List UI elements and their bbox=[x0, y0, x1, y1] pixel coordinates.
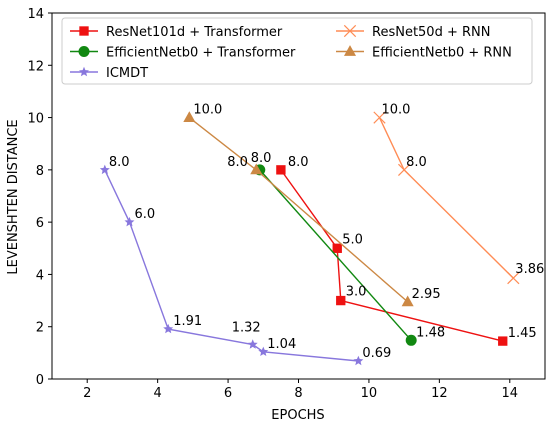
legend-label: EfficientNetb0 + Transformer bbox=[106, 46, 296, 61]
series-line bbox=[188, 117, 409, 303]
circle-marker bbox=[78, 46, 90, 57]
x-tick-label: 12 bbox=[431, 386, 448, 401]
square-marker bbox=[276, 165, 286, 175]
square-marker bbox=[498, 336, 508, 346]
triangle-marker bbox=[343, 45, 357, 56]
data-label: 10.0 bbox=[193, 103, 222, 118]
star-marker bbox=[353, 355, 364, 366]
x-marker-stroke bbox=[398, 163, 411, 176]
legend-label: ResNet101d + Transformer bbox=[106, 25, 283, 40]
series-line bbox=[259, 169, 412, 341]
legend-entry: ResNet50d + RNN bbox=[336, 24, 490, 40]
series-0 bbox=[276, 165, 508, 346]
x-tick-label: 10 bbox=[361, 386, 378, 401]
data-label: 10.0 bbox=[381, 103, 410, 118]
star-marker bbox=[247, 339, 258, 349]
data-label: 3.86 bbox=[515, 262, 544, 277]
legend-entry: EfficientNetb0 + Transformer bbox=[70, 46, 296, 61]
y-tick-label: 2 bbox=[36, 321, 44, 336]
series-2 bbox=[99, 164, 364, 366]
x-marker bbox=[343, 24, 357, 38]
legend-entry: ICMDT bbox=[70, 66, 148, 81]
star-marker bbox=[258, 346, 269, 357]
y-axis-title: LEVENSHTEN DISTANCE bbox=[6, 119, 21, 274]
triangle-marker bbox=[183, 111, 196, 122]
star-marker bbox=[99, 164, 110, 175]
data-label: 8.0 bbox=[109, 155, 130, 170]
circle-marker bbox=[405, 334, 417, 346]
data-label: 2.95 bbox=[412, 287, 441, 302]
data-label: 1.32 bbox=[232, 320, 261, 335]
data-label: 1.04 bbox=[267, 337, 296, 352]
data-label: 8.0 bbox=[227, 155, 248, 170]
star-marker bbox=[124, 216, 135, 227]
series-1 bbox=[254, 164, 417, 346]
triangle-marker bbox=[250, 163, 263, 175]
x-marker-stroke bbox=[343, 24, 357, 38]
legend-box bbox=[61, 17, 533, 85]
star-marker bbox=[79, 66, 89, 77]
x-marker-stroke bbox=[507, 271, 520, 285]
y-tick-label: 10 bbox=[27, 112, 44, 127]
y-tick-label: 14 bbox=[27, 7, 44, 22]
series-line bbox=[280, 169, 503, 342]
data-label: 8.0 bbox=[406, 155, 427, 170]
data-label: 8.0 bbox=[251, 151, 272, 166]
square-marker bbox=[79, 26, 89, 36]
x-axis-title: EPOCHS bbox=[271, 408, 324, 423]
series-3 bbox=[373, 111, 520, 285]
series-line bbox=[378, 117, 514, 279]
x-marker bbox=[398, 163, 411, 176]
x-marker bbox=[373, 111, 386, 124]
axes: 2 4 6 8 10 12 14 0 2 4 6 8 10 12 14 bbox=[27, 7, 546, 401]
data-label: 1.48 bbox=[416, 325, 445, 340]
data-label: 0.69 bbox=[362, 346, 391, 361]
legend-label: ICMDT bbox=[106, 66, 148, 81]
y-tick-label: 8 bbox=[36, 164, 44, 179]
legend-entry: ResNet101d + Transformer bbox=[70, 25, 283, 40]
data-label: 6.0 bbox=[134, 207, 155, 222]
series-4 bbox=[183, 111, 414, 307]
series-line bbox=[104, 169, 359, 362]
triangle-marker bbox=[401, 295, 414, 307]
y-tick-label: 6 bbox=[36, 216, 44, 231]
x-tick-label: 2 bbox=[83, 386, 91, 401]
y-tick-label: 0 bbox=[36, 373, 44, 388]
star-marker bbox=[163, 323, 174, 334]
legend-label: EfficientNetb0 + RNN bbox=[372, 46, 512, 61]
legend-entry: EfficientNetb0 + RNN bbox=[336, 45, 512, 61]
square-marker bbox=[332, 243, 342, 253]
data-label: 1.91 bbox=[173, 314, 202, 329]
x-tick-label: 8 bbox=[294, 386, 302, 401]
y-tick-label: 12 bbox=[27, 59, 44, 74]
series-layer bbox=[99, 111, 520, 366]
y-tick-label: 4 bbox=[36, 268, 44, 283]
x-tick-label: 14 bbox=[502, 386, 519, 401]
x-marker-stroke bbox=[373, 111, 386, 124]
data-labels: 8.0 5.0 3.0 1.45 8.0 1.48 8.0 6.0 1.91 1.32 1.04 0.… bbox=[109, 103, 544, 361]
x-marker bbox=[507, 271, 520, 285]
legend-label: ResNet50d + RNN bbox=[372, 25, 490, 40]
x-tick-label: 6 bbox=[224, 386, 232, 401]
data-label: 3.0 bbox=[346, 285, 367, 300]
x-tick-label: 4 bbox=[154, 386, 162, 401]
data-label: 1.45 bbox=[508, 326, 537, 341]
data-label: 8.0 bbox=[288, 155, 309, 170]
legend: ResNet101d + Transformer EfficientNetb0 +… bbox=[61, 17, 533, 85]
square-marker bbox=[336, 295, 346, 306]
data-label: 5.0 bbox=[342, 232, 363, 247]
